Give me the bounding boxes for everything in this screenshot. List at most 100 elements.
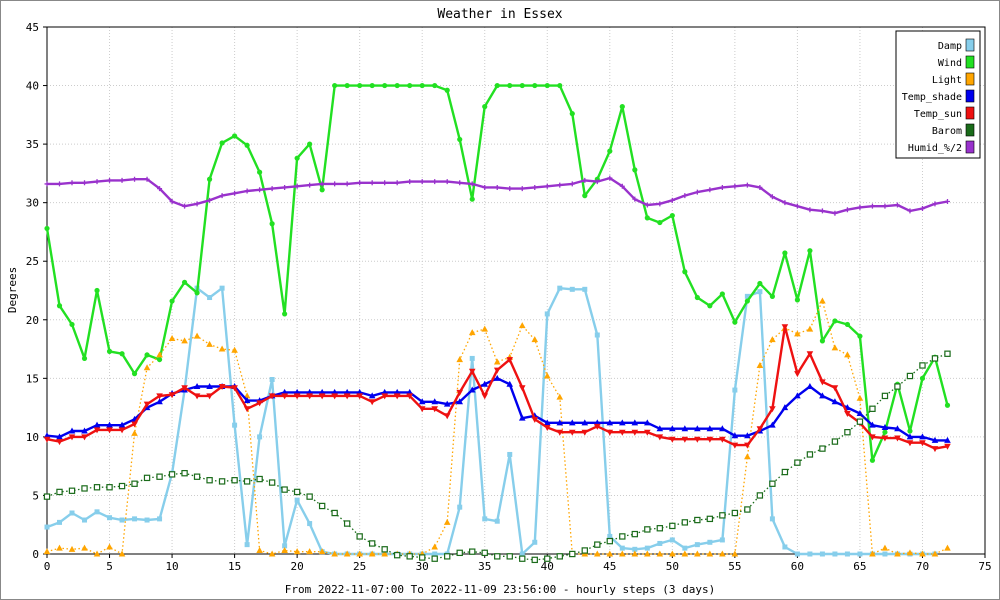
- y-tick-label: 35: [26, 138, 39, 151]
- data-point: [81, 355, 88, 362]
- data-point: [357, 82, 363, 89]
- data-point: [343, 393, 351, 400]
- data-point: [268, 393, 276, 400]
- legend-item: Humid_%/2: [908, 140, 975, 154]
- data-point: [881, 435, 889, 442]
- data-point: [806, 325, 814, 332]
- data-point: [456, 389, 464, 396]
- data-point: [619, 545, 625, 551]
- data-point: [193, 393, 201, 400]
- data-point: [769, 480, 776, 487]
- data-point: [844, 207, 850, 213]
- data-point: [481, 549, 488, 557]
- data-point: [457, 504, 463, 510]
- x-tick-label: 65: [853, 560, 866, 573]
- data-point: [619, 550, 626, 557]
- data-point: [218, 345, 226, 352]
- data-point: [631, 530, 639, 538]
- data-point: [819, 379, 826, 386]
- data-point: [732, 183, 738, 189]
- data-point: [669, 436, 676, 443]
- data-point: [156, 398, 163, 405]
- data-point: [544, 183, 550, 189]
- data-point: [694, 436, 701, 443]
- y-tick-label: 40: [26, 80, 39, 93]
- data-point: [144, 176, 150, 182]
- legend-item: Light: [932, 72, 975, 86]
- data-point: [832, 318, 838, 324]
- data-point: [257, 187, 263, 193]
- data-point: [719, 550, 726, 557]
- x-tick-label: 25: [353, 560, 366, 573]
- data-point: [468, 368, 476, 375]
- data-point: [906, 372, 914, 380]
- data-point: [719, 436, 726, 443]
- data-point: [556, 393, 564, 400]
- data-point: [493, 367, 501, 374]
- data-point: [632, 546, 638, 552]
- data-point: [869, 550, 876, 557]
- data-point: [393, 393, 401, 400]
- x-tick-label: 5: [106, 560, 113, 573]
- data-point: [644, 429, 651, 436]
- data-point: [118, 550, 126, 557]
- data-point: [431, 543, 439, 550]
- data-point: [293, 393, 301, 400]
- legend-label: Damp: [938, 41, 962, 52]
- data-point: [532, 539, 538, 545]
- data-point: [907, 208, 913, 214]
- data-point: [307, 521, 313, 527]
- data-point: [56, 544, 63, 551]
- data-point: [694, 294, 700, 301]
- data-point: [469, 548, 476, 555]
- data-point: [181, 337, 188, 344]
- data-point: [519, 82, 525, 89]
- legend-label: Temp_shade: [902, 92, 962, 103]
- data-point: [169, 198, 175, 204]
- series-5: [43, 350, 951, 564]
- data-point: [657, 540, 663, 546]
- data-point: [481, 380, 489, 387]
- data-point: [219, 193, 225, 199]
- data-point: [731, 550, 739, 557]
- data-point: [432, 179, 438, 185]
- data-point: [243, 478, 251, 485]
- data-point: [168, 471, 176, 478]
- data-point: [506, 357, 514, 364]
- legend-item: Temp_sun: [914, 106, 975, 120]
- data-point: [282, 543, 288, 549]
- data-point: [157, 186, 163, 192]
- data-point: [669, 212, 675, 219]
- data-point: [181, 469, 188, 477]
- x-tick-label: 0: [44, 560, 51, 573]
- data-point: [657, 201, 663, 207]
- data-point: [393, 551, 401, 559]
- data-point: [581, 429, 589, 436]
- data-point: [319, 187, 325, 193]
- data-point: [518, 385, 526, 392]
- data-point: [368, 392, 376, 399]
- data-point: [556, 553, 563, 560]
- data-point: [56, 439, 63, 446]
- data-point: [769, 293, 775, 299]
- data-point: [756, 492, 764, 499]
- y-tick-label: 45: [26, 21, 39, 34]
- legend: Damp Wind Light Temp_shade Temp_sun Barom Humi…: [895, 30, 981, 159]
- data-point: [869, 421, 876, 428]
- data-point: [82, 517, 88, 523]
- data-point: [332, 82, 338, 89]
- data-point: [69, 180, 75, 186]
- x-tick-label: 50: [666, 560, 679, 573]
- data-point: [318, 393, 326, 400]
- data-point: [431, 398, 439, 405]
- legend-swatch: [965, 123, 975, 137]
- data-point: [406, 393, 413, 400]
- legend-label: Barom: [932, 126, 962, 137]
- data-point: [143, 401, 151, 408]
- data-point: [231, 385, 238, 392]
- data-point: [569, 111, 575, 117]
- data-point: [831, 438, 839, 445]
- data-point: [93, 550, 101, 557]
- y-axis-label: Degrees: [6, 267, 19, 313]
